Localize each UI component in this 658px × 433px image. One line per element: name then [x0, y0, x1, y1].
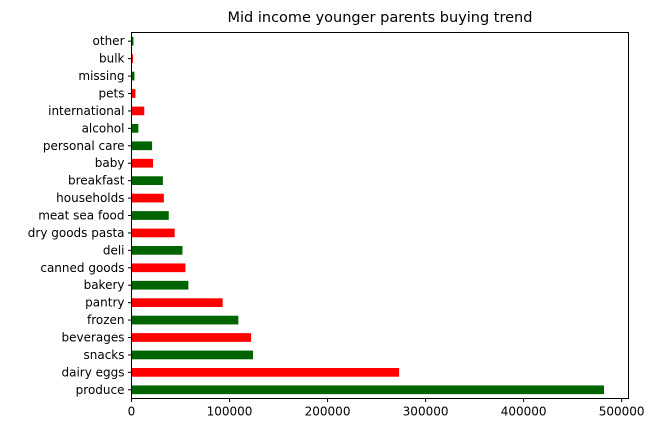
y-tick-label: canned goods — [40, 261, 124, 275]
bar-snacks — [131, 350, 254, 360]
bar-canned-goods — [131, 263, 186, 273]
y-tick-label: breakfast — [68, 174, 125, 188]
y-tick-label: international — [48, 104, 124, 118]
x-axis-ticks: 0 100000 200000 300000 400000 500000 — [128, 398, 645, 419]
bar-missing — [131, 71, 135, 81]
bar-bulk — [131, 54, 133, 63]
bar-breakfast — [131, 176, 163, 185]
bar-alcohol — [131, 124, 139, 133]
y-tick-label: pets — [99, 87, 125, 101]
bar-dry-goods-pasta — [131, 228, 175, 238]
x-tick-label: 500000 — [599, 405, 645, 419]
y-tick-label: dry goods pasta — [28, 226, 125, 240]
y-tick-label: other — [93, 34, 125, 48]
bar-produce — [131, 385, 604, 395]
bar-frozen — [131, 315, 239, 325]
y-tick-label: produce — [76, 383, 125, 397]
chart-title: Mid income younger parents buying trend — [228, 10, 533, 26]
x-tick-label: 200000 — [305, 405, 351, 419]
bar-beverages — [131, 333, 252, 342]
bar-international — [131, 106, 145, 116]
y-tick-label: pantry — [85, 296, 124, 310]
bar-pets — [131, 89, 136, 98]
y-tick-label: beverages — [61, 331, 124, 345]
y-axis-ticks: produce dairy eggs snacks beverages frozen pa… — [28, 34, 132, 397]
bar-deli — [131, 246, 183, 255]
y-tick-label: deli — [103, 243, 125, 257]
x-tick-label: 0 — [128, 405, 136, 419]
y-tick-label: alcohol — [82, 121, 125, 135]
plot-frame — [131, 32, 629, 399]
y-tick-label: personal care — [43, 139, 125, 153]
bar-personal-care — [131, 141, 153, 151]
bar-dairy-eggs — [131, 368, 400, 377]
bars-group — [131, 36, 604, 395]
y-tick-label: meat sea food — [38, 209, 124, 223]
x-tick-label: 300000 — [403, 405, 449, 419]
bar-bakery — [131, 280, 189, 290]
y-tick-label: bulk — [99, 52, 125, 66]
x-tick-label: 100000 — [207, 405, 253, 419]
y-tick-label: missing — [78, 69, 124, 83]
bar-baby — [131, 158, 154, 168]
y-tick-label: frozen — [87, 313, 125, 327]
y-tick-label: households — [56, 191, 124, 205]
y-tick-label: snacks — [83, 348, 124, 362]
y-tick-label: bakery — [84, 278, 125, 292]
bar-pantry — [131, 298, 223, 307]
x-tick-label: 400000 — [501, 405, 547, 419]
bar-households — [131, 193, 164, 203]
y-tick-label: baby — [95, 156, 125, 170]
y-tick-label: dairy eggs — [61, 365, 124, 379]
bar-other — [131, 36, 134, 46]
bar-meat-sea-food — [131, 211, 169, 220]
